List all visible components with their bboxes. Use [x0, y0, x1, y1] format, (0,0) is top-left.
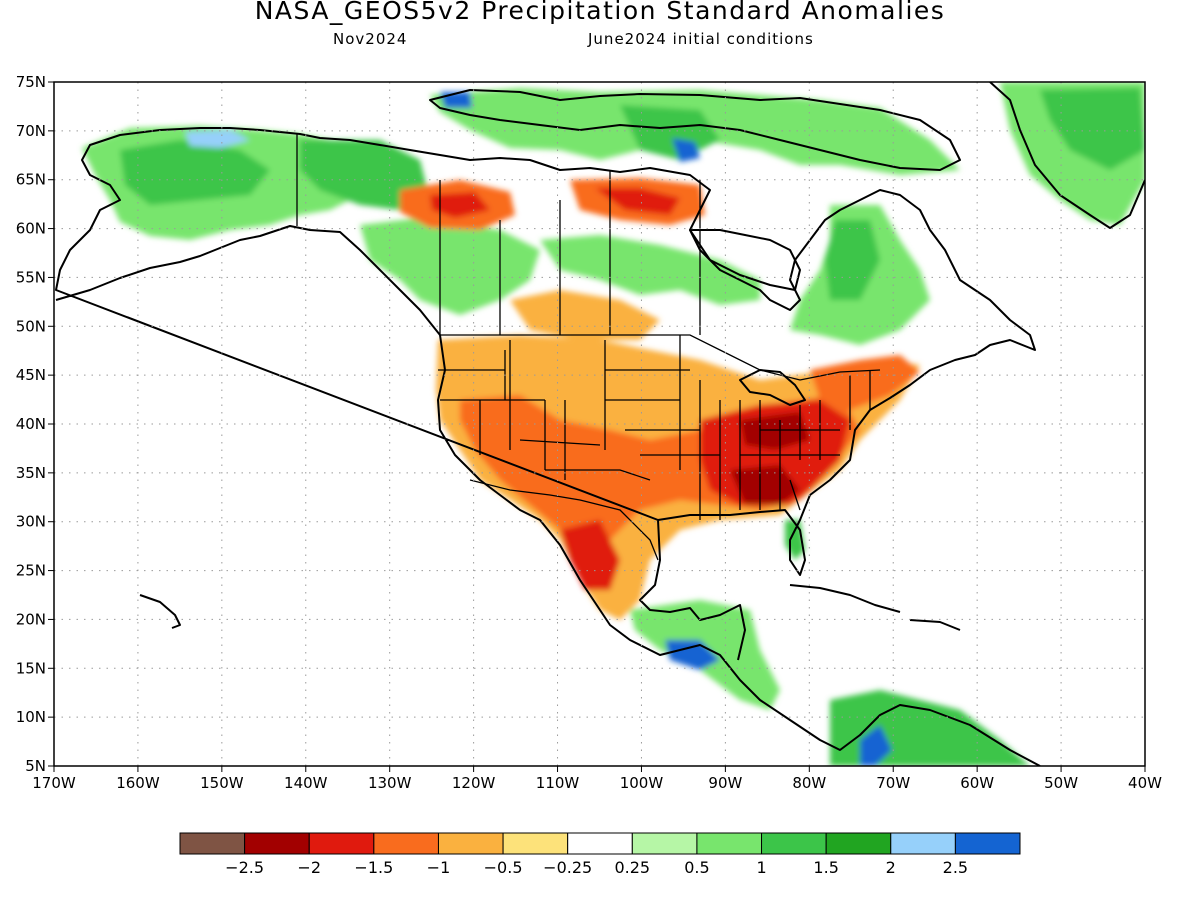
- colorbar-swatch: [696, 832, 763, 855]
- longitude-labels: 170W 160W 150W 140W 130W 120W 110W 100W 90W 80W 70…: [32, 766, 1162, 792]
- border-canada-provinces: [439, 170, 701, 335]
- coastline-great-lakes: [739, 369, 806, 406]
- latitude-labels: 75N 70N 65N 60N 55N 50N 45N 40N 35N 30N 25N 20N 15N 1…: [16, 73, 54, 775]
- coastline-hudson-bay: [689, 229, 801, 291]
- lat-label: 45N: [16, 366, 46, 384]
- lon-label: 150W: [200, 774, 244, 792]
- baffin-wet-spot: [672, 138, 700, 162]
- lon-label: 170W: [32, 774, 76, 792]
- alaska-wet-spot: [185, 130, 250, 148]
- colorbar-swatch: [567, 832, 633, 855]
- colorbar-label: 2.5: [943, 858, 968, 877]
- lon-label: 140W: [284, 774, 328, 792]
- central-canada-wet: [540, 235, 760, 305]
- lat-label: 20N: [16, 610, 46, 628]
- initial-conditions: June2024 initial conditions: [588, 30, 814, 48]
- colorbar-swatch: [179, 832, 246, 855]
- border-states-central: [605, 335, 741, 520]
- lat-label: 40N: [16, 415, 46, 433]
- coastlines: [55, 82, 1145, 766]
- grid-lines: [54, 82, 1145, 766]
- colorbar-label: −1.5: [354, 858, 393, 877]
- lat-label: 75N: [16, 73, 46, 91]
- colorbar: [179, 832, 1021, 855]
- colorbar-label: 0.5: [684, 858, 709, 877]
- colorbar-swatch: [761, 832, 827, 855]
- colorbar-swatch: [890, 832, 956, 855]
- lat-label: 55N: [16, 268, 46, 286]
- lon-label: 130W: [368, 774, 412, 792]
- lat-label: 70N: [16, 122, 46, 140]
- border-states-east: [740, 370, 871, 511]
- lon-label: 160W: [116, 774, 160, 792]
- colorbar-swatch: [373, 832, 439, 855]
- lon-label: 50W: [1044, 774, 1078, 792]
- colorbar-label: −0.5: [484, 858, 523, 877]
- border-us-mexico: [469, 479, 659, 561]
- labrador-core: [825, 220, 880, 300]
- colorbar-label: 1.5: [813, 858, 838, 877]
- colorbar-swatch: [825, 832, 892, 855]
- coastline-cuba: [789, 584, 901, 613]
- south-america-blue: [860, 725, 892, 766]
- lon-label: 90W: [708, 774, 742, 792]
- colorbar-swatch: [308, 832, 375, 855]
- lat-label: 30N: [16, 513, 46, 531]
- lat-label: 15N: [16, 659, 46, 677]
- coastline-hawaii: [139, 594, 181, 629]
- lon-label: 60W: [960, 774, 994, 792]
- mexico-dry-core: [560, 520, 620, 590]
- lat-label: 25N: [16, 562, 46, 580]
- chart-title: NASA_GEOS5v2 Precipitation Standard Anom…: [254, 0, 946, 25]
- coastline-hispaniola: [909, 619, 961, 631]
- southeast-dry-peak: [730, 465, 800, 505]
- colorbar-label: 2: [886, 858, 896, 877]
- colorbar-swatch: [631, 832, 698, 855]
- colorbar-swatch: [954, 832, 1021, 855]
- coastline-arctic-islands: [429, 89, 961, 171]
- lat-label: 60N: [16, 220, 46, 238]
- colorbar-label: 0.25: [614, 858, 650, 877]
- lat-label: 10N: [16, 708, 46, 726]
- nw-canada-wet: [360, 218, 540, 315]
- lat-label: 65N: [16, 171, 46, 189]
- colorbar-swatch: [437, 832, 504, 855]
- colorbar-label: −1: [427, 858, 451, 877]
- anomaly-fields: [82, 82, 1145, 766]
- lon-label: 40W: [1128, 774, 1162, 792]
- forecast-month: Nov2024: [333, 30, 408, 48]
- lat-label: 50N: [16, 317, 46, 335]
- colorbar-label: −0.25: [543, 858, 592, 877]
- canada-dry-east-core: [595, 188, 680, 215]
- coastline-mainland: [55, 127, 1041, 766]
- lat-label: 5N: [25, 757, 46, 775]
- coastline-greenland: [989, 82, 1145, 229]
- lat-label: 35N: [16, 464, 46, 482]
- ohio-dry-peak: [740, 412, 810, 450]
- prairie-dry: [510, 290, 660, 340]
- lon-label: 120W: [452, 774, 496, 792]
- colorbar-label: −2.5: [225, 858, 264, 877]
- colorbar-labels: −2.5 −2 −1.5 −1 −0.5 −0.25 0.25 0.5 1 1.5 2 2.5: [225, 858, 968, 877]
- lon-label: 100W: [620, 774, 664, 792]
- lon-label: 70W: [876, 774, 910, 792]
- alaska-wet-core: [120, 140, 270, 205]
- canada-dry-west-core: [430, 192, 490, 218]
- colorbar-label: 1: [756, 858, 766, 877]
- lon-label: 110W: [536, 774, 580, 792]
- colorbar-swatch: [502, 832, 569, 855]
- border-us-canada: [440, 334, 881, 381]
- greenland-core: [1040, 88, 1145, 170]
- yukon-wet: [300, 140, 430, 210]
- colorbar-label: −2: [297, 858, 321, 877]
- lon-label: 80W: [792, 774, 826, 792]
- colorbar-swatch: [244, 832, 310, 855]
- northeast-dry: [810, 355, 920, 410]
